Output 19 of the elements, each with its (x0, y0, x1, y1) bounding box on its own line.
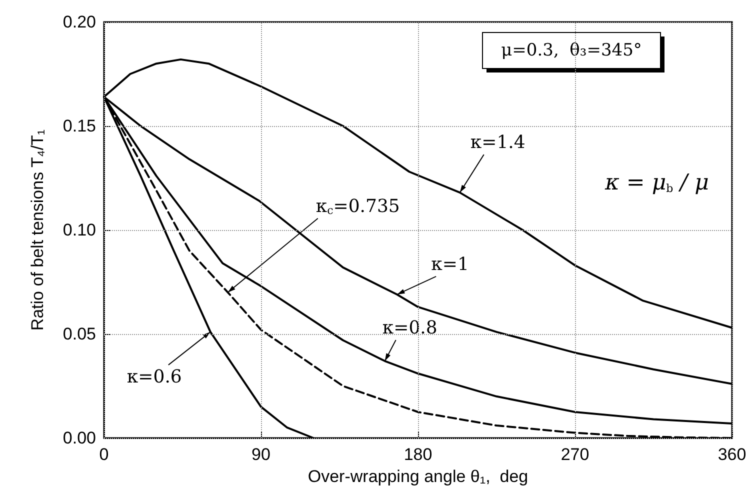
y-tick-label: 0.00 (62, 428, 96, 448)
x-tick-label: 360 (718, 445, 746, 464)
x-tick-label: 270 (560, 445, 590, 464)
annotation: κ=1 (431, 254, 469, 275)
annotation: κ = μb / μ (604, 170, 709, 196)
y-tick-label: 0.10 (62, 220, 96, 240)
annotation: κ=1.4 (470, 132, 526, 154)
y-tick-label: 0.05 (62, 324, 96, 344)
annotation: κc=0.735 (316, 196, 400, 217)
y-tick-label: 0.20 (62, 12, 96, 32)
x-axis-title: Over-wrapping angle θ₁, deg (308, 466, 528, 486)
x-tick-label: 90 (252, 445, 270, 464)
annotation: μ=0.3, θ₃=345° (501, 40, 642, 60)
x-tick-label: 0 (99, 445, 109, 464)
x-tick-label: 180 (404, 445, 432, 464)
y-tick-label: 0.15 (62, 116, 96, 136)
annotation: κ=0.8 (382, 318, 438, 339)
annotation: κ=0.6 (126, 366, 182, 388)
y-axis-title: Ratio of belt tensions T₄/T₁ (28, 129, 47, 331)
